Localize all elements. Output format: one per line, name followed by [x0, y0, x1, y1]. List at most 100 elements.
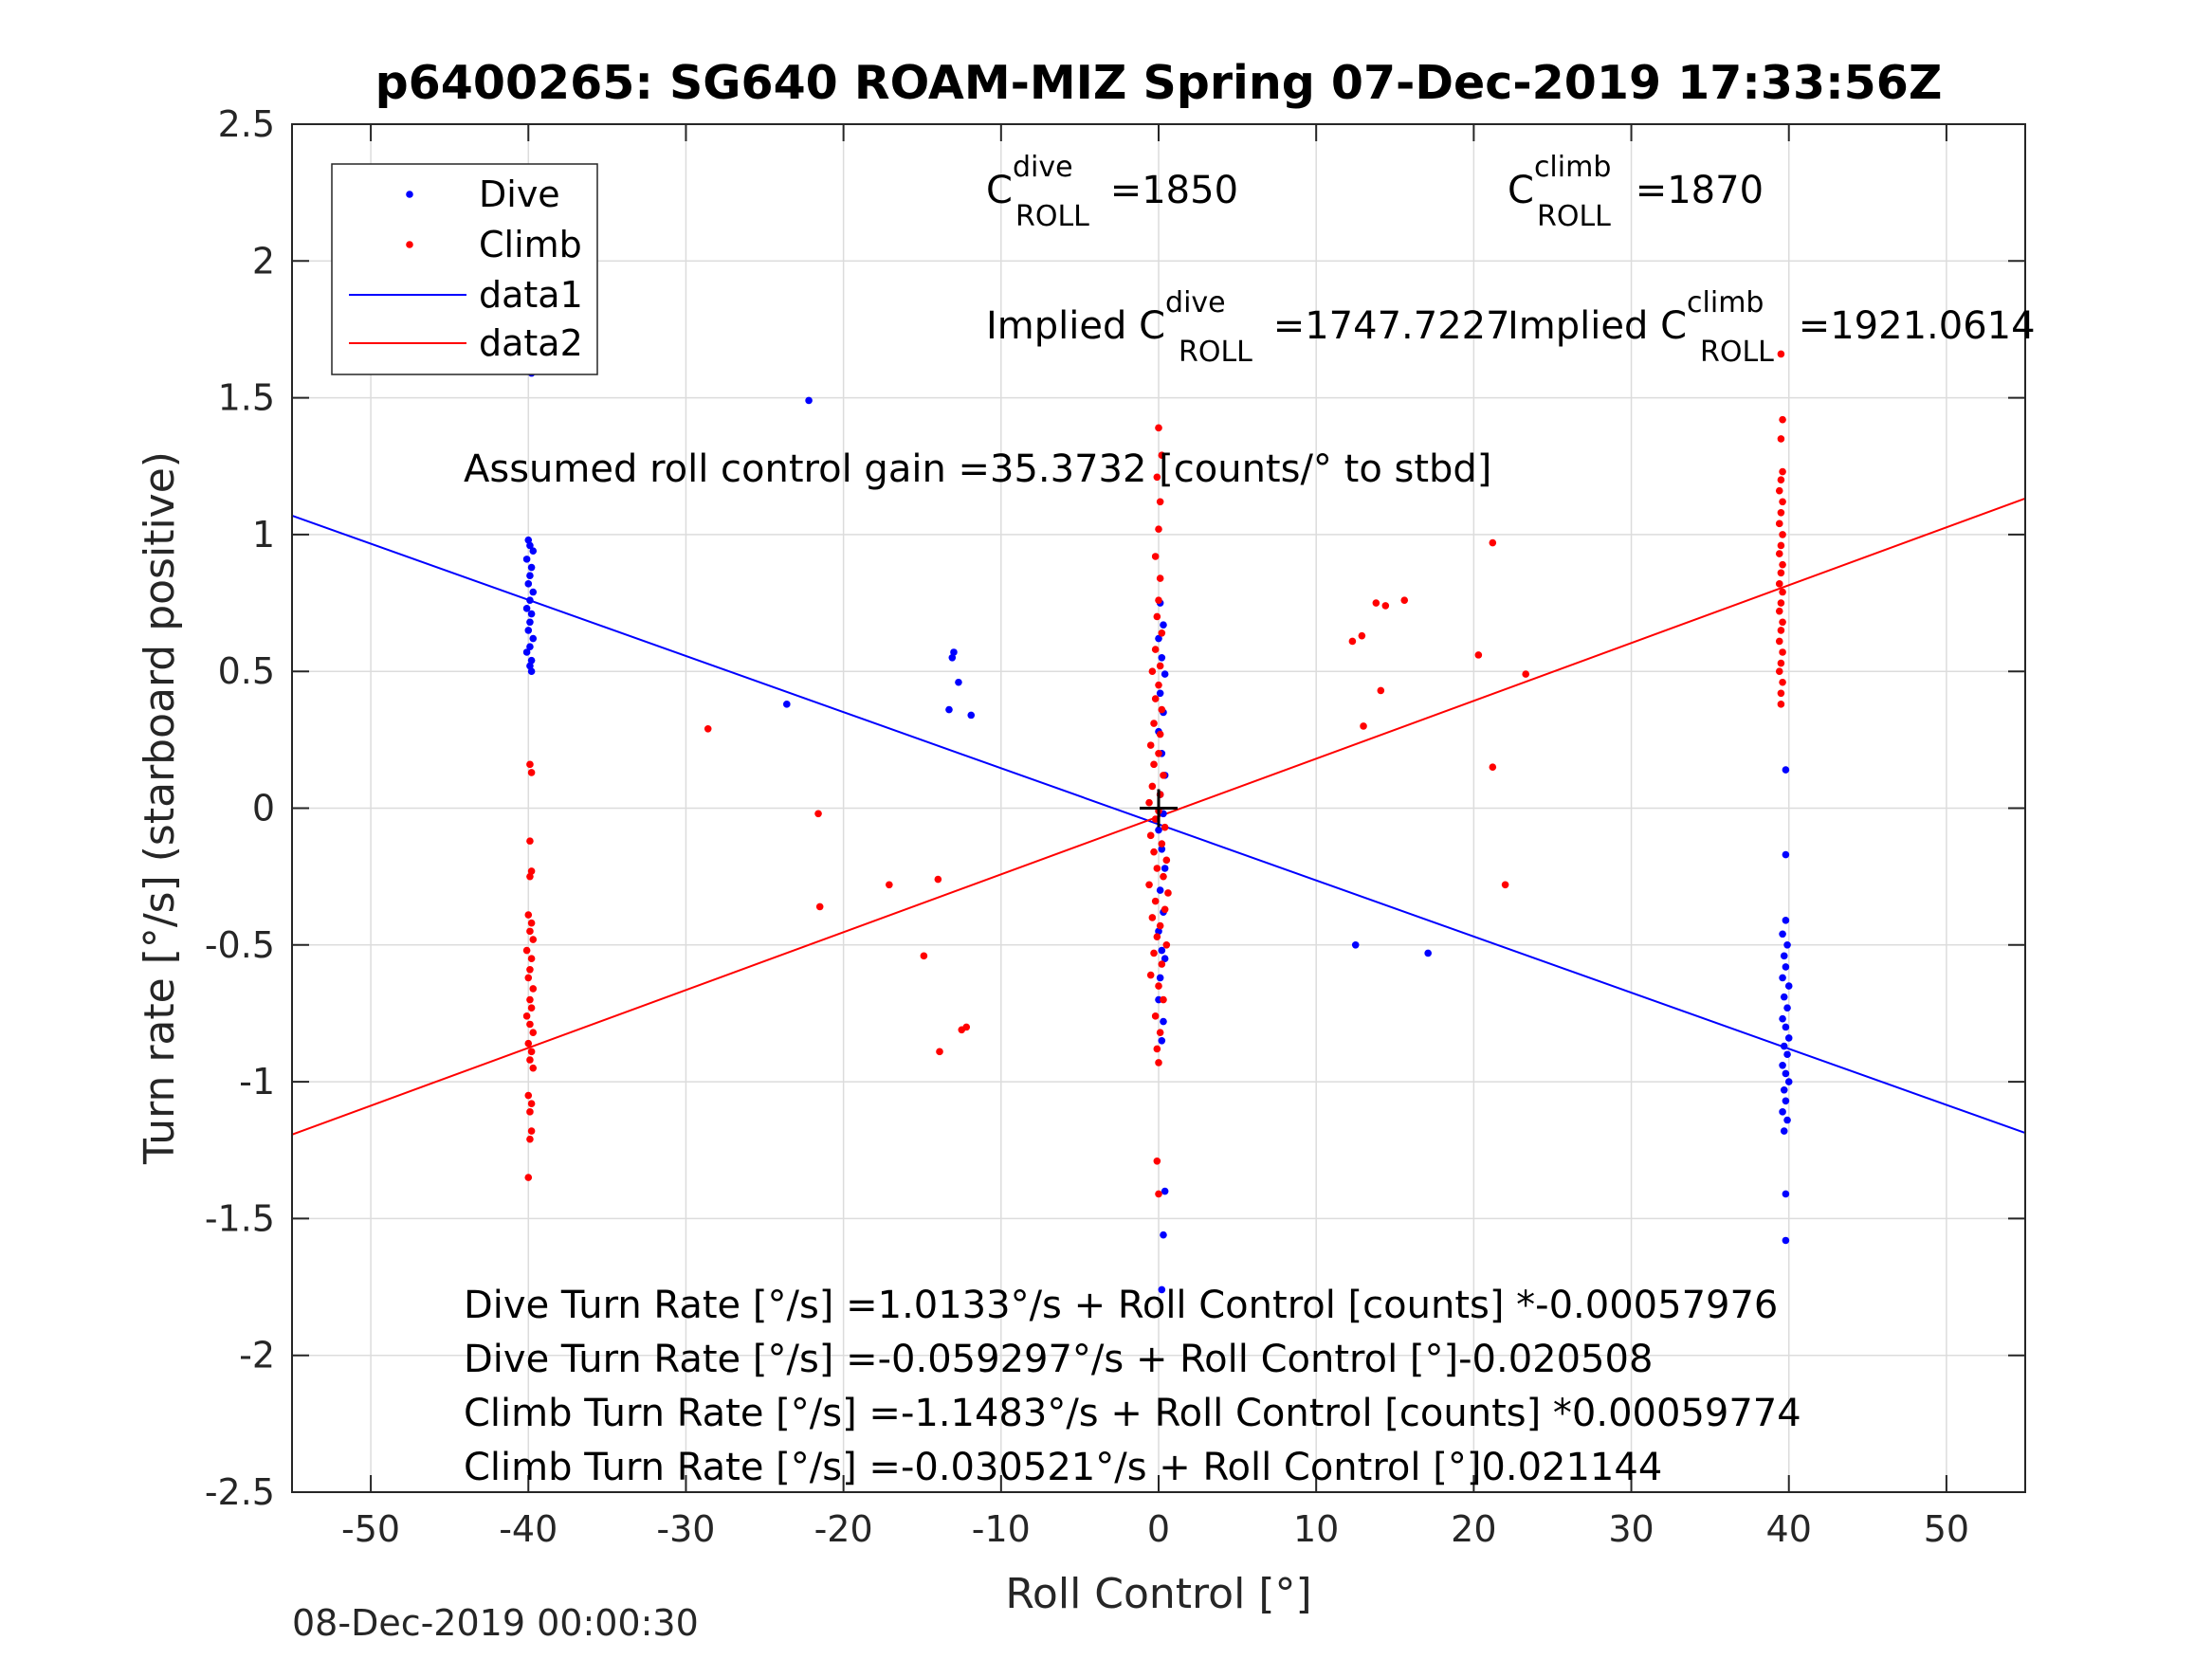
- data-point: [1158, 1037, 1166, 1045]
- data-point: [814, 810, 822, 818]
- data-point: [527, 769, 536, 776]
- data-point: [526, 541, 534, 550]
- data-point: [955, 678, 962, 686]
- data-point: [1348, 637, 1357, 646]
- data-point: [1158, 653, 1166, 662]
- data-point: [1783, 1116, 1791, 1124]
- roll-gain-annotation: Assumed roll control gain =35.3732 [coun…: [464, 447, 1491, 491]
- data-point: [1160, 772, 1167, 779]
- data-point: [529, 936, 538, 943]
- data-point: [1148, 667, 1157, 675]
- data-point: [1155, 826, 1162, 834]
- data-point: [526, 643, 534, 651]
- data-point: [1155, 1059, 1162, 1066]
- x-tick-labels: -50 -40 -30 -20 -10 0 10 20 30 40 50: [341, 1508, 1969, 1550]
- data-point: [1782, 917, 1790, 924]
- data-point: [1150, 949, 1158, 957]
- x-tick-label: 0: [1147, 1508, 1170, 1550]
- data-point: [1777, 435, 1785, 443]
- x-tick-label: -50: [341, 1508, 400, 1550]
- data-point: [1775, 580, 1783, 588]
- data-point: [1161, 865, 1169, 872]
- data-point: [950, 648, 958, 656]
- equation-line-2: Dive Turn Rate [°/s] =-0.059297°/s + Rol…: [464, 1338, 1653, 1381]
- data-point: [527, 610, 536, 618]
- data-point: [527, 656, 536, 665]
- data-point: [1351, 941, 1360, 949]
- data-point: [1160, 995, 1167, 1004]
- data-point: [529, 588, 538, 596]
- legend-label-data1: data1: [479, 274, 583, 316]
- data-point: [1151, 695, 1160, 702]
- data-point: [1782, 1069, 1790, 1078]
- data-point: [1150, 848, 1158, 856]
- data-point: [529, 547, 538, 556]
- x-tick-label: 40: [1766, 1508, 1812, 1550]
- equation-line-1: Dive Turn Rate [°/s] =1.0133°/s + Roll C…: [464, 1284, 1778, 1327]
- legend-label-data2: data2: [479, 322, 583, 364]
- data-point: [1156, 1029, 1164, 1036]
- chart-title: p6400265: SG640 ROAM-MIZ Spring 07-Dec-2…: [375, 56, 1943, 110]
- data-point: [1153, 933, 1161, 940]
- data-point: [1777, 509, 1785, 517]
- data-point: [1377, 686, 1385, 695]
- legend: Dive Climb data1 data2: [331, 163, 598, 375]
- data-point: [1775, 667, 1783, 675]
- implied-c-roll-climb-annotation: Implied Cclimb ROLL =1921.0614: [1508, 286, 2036, 369]
- data-point: [526, 760, 534, 769]
- implied-c-roll-dive-annotation: Implied Cdive ROLL =1747.7227: [986, 286, 1510, 369]
- data-point: [1155, 927, 1162, 936]
- data-point: [1779, 618, 1786, 627]
- data-point: [1156, 574, 1164, 582]
- data-point: [1381, 602, 1390, 610]
- data-point: [1160, 872, 1167, 881]
- data-point: [1146, 971, 1155, 979]
- data-point: [920, 952, 928, 960]
- data-point: [1779, 498, 1786, 506]
- data-point: [1784, 1078, 1793, 1085]
- data-point: [1358, 631, 1366, 640]
- data-point: [524, 580, 533, 588]
- y-tick-label: 1.5: [218, 377, 275, 419]
- data-point: [524, 911, 533, 919]
- data-point: [1489, 763, 1497, 772]
- data-point: [1779, 930, 1786, 939]
- data-point: [1783, 1050, 1791, 1059]
- plot-area: [291, 279, 2026, 1294]
- c-roll-dive-annotation: Cdive ROLL =1850: [986, 151, 1238, 233]
- data-point: [1155, 681, 1162, 689]
- data-point: [1372, 599, 1380, 607]
- data-point: [1153, 473, 1161, 482]
- data-point: [1158, 705, 1166, 714]
- data-point: [1155, 982, 1162, 990]
- data-point: [527, 667, 536, 675]
- data-point: [1151, 897, 1160, 905]
- data-point: [783, 701, 791, 708]
- data-point: [526, 662, 534, 670]
- data-point: [1777, 627, 1785, 634]
- data-point: [527, 919, 536, 927]
- data-point: [967, 711, 976, 720]
- data-point: [526, 1135, 534, 1143]
- data-point: [1161, 905, 1169, 914]
- data-point: [1155, 596, 1162, 604]
- data-point: [936, 1048, 943, 1056]
- data-point: [886, 881, 893, 889]
- data-point: [529, 1029, 538, 1036]
- x-axis-label: Roll Control [°]: [1005, 1570, 1311, 1618]
- data-point: [945, 705, 953, 714]
- data-point: [1164, 889, 1172, 897]
- x-tick-label: 30: [1608, 1508, 1654, 1550]
- data-point: [1777, 689, 1785, 698]
- data-point: [1775, 486, 1783, 495]
- data-point: [522, 946, 531, 955]
- data-point: [526, 965, 534, 974]
- data-point: [1150, 760, 1158, 769]
- data-point: [1153, 612, 1161, 621]
- data-point: [934, 875, 942, 884]
- data-point: [1156, 886, 1164, 894]
- data-point: [1779, 588, 1786, 596]
- legend-label-dive: Dive: [479, 173, 560, 215]
- x-tick-label: 50: [1924, 1508, 1969, 1550]
